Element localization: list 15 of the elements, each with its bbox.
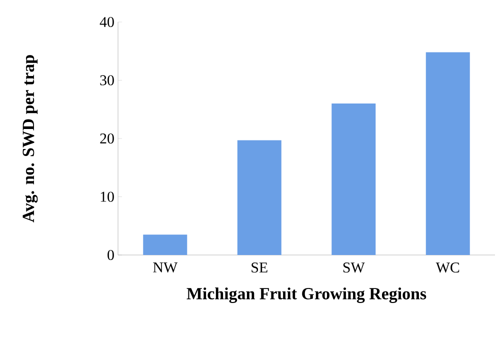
bar [143, 234, 188, 255]
x-tick-label: SE [252, 262, 268, 273]
y-axis-title: Avg. no. SWD per trap [22, 55, 38, 222]
y-tick-label: 10 [100, 192, 114, 202]
x-tick-label: NW [153, 262, 178, 273]
y-tick-label: 0 [108, 250, 114, 260]
x-tick-label: SW [343, 262, 365, 273]
y-tick-label: 20 [100, 133, 114, 144]
bar [237, 140, 282, 255]
x-axis-title: Michigan Fruit Growing Regions [186, 287, 426, 303]
x-tick-label: WC [436, 262, 460, 273]
bar [332, 104, 376, 255]
y-tick-label: 40 [100, 16, 114, 28]
bar [426, 52, 470, 255]
y-tick-label: 30 [100, 75, 114, 86]
